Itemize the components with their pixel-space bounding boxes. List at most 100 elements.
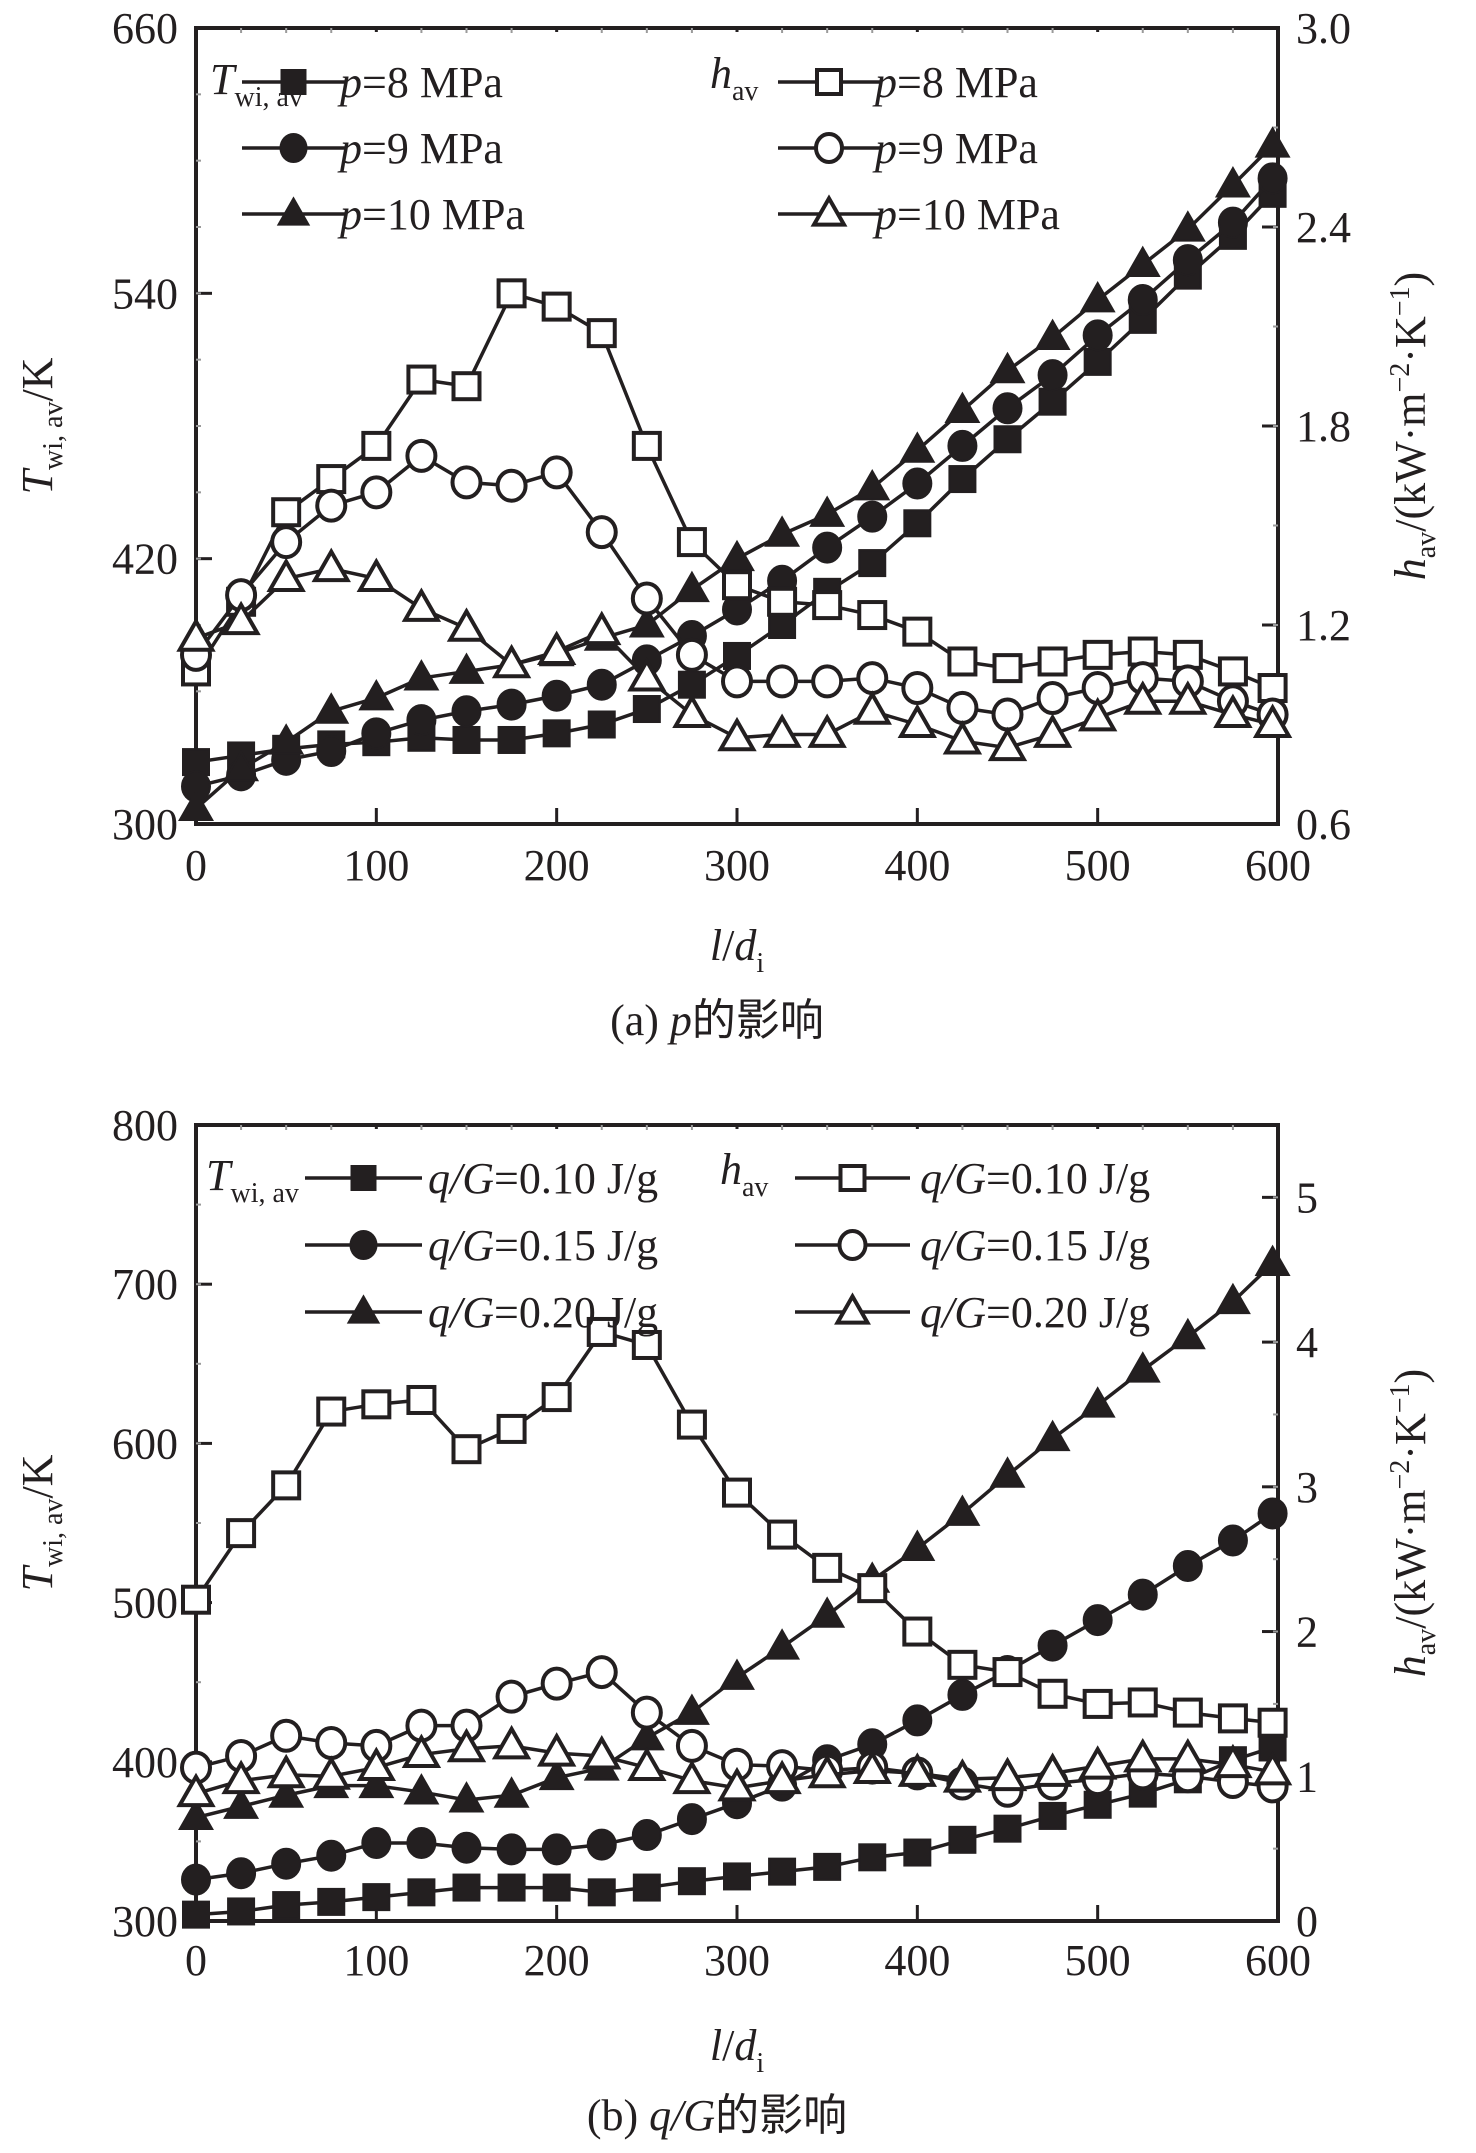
data-point xyxy=(897,703,938,738)
data-point xyxy=(446,1727,487,1763)
data-point xyxy=(631,1819,662,1852)
data-point xyxy=(899,1529,936,1561)
data-point xyxy=(1172,639,1203,670)
data-point xyxy=(540,1666,573,1701)
data-point xyxy=(541,1833,572,1866)
data-point xyxy=(491,643,532,679)
data-point xyxy=(1083,347,1112,376)
data-point xyxy=(361,717,392,750)
legend-label: q/G=0.20 J/g xyxy=(920,1288,1150,1337)
data-point xyxy=(1217,656,1248,687)
data-point xyxy=(809,1596,846,1628)
data-point xyxy=(944,391,981,423)
data-point xyxy=(176,1772,216,1808)
data-point xyxy=(991,697,1024,732)
data-point xyxy=(762,713,802,748)
data-point xyxy=(405,438,438,473)
data-point xyxy=(451,695,482,728)
data-point xyxy=(723,1862,751,1891)
data-point xyxy=(897,1752,938,1787)
data-point xyxy=(497,725,526,754)
legend-marker-square xyxy=(350,1165,377,1191)
data-point xyxy=(182,1900,210,1929)
legend-marker-square xyxy=(815,68,843,96)
data-point xyxy=(271,1847,302,1880)
legend-left-title: Twi, av xyxy=(206,1151,299,1209)
legend-item-filled-circle: p=9 MPa xyxy=(242,124,503,173)
data-point xyxy=(406,704,437,737)
y-tick-label-left: 400 xyxy=(112,1738,178,1787)
data-point xyxy=(451,371,482,402)
data-point xyxy=(902,1704,933,1737)
legend-item-filled-square: q/G=0.10 J/g xyxy=(305,1154,658,1203)
data-point xyxy=(809,495,846,527)
data-point xyxy=(403,659,440,691)
data-point xyxy=(358,679,395,711)
x-tick-label: 300 xyxy=(704,1936,770,1985)
data-point xyxy=(316,735,347,768)
data-point xyxy=(993,1814,1022,1843)
x-tick-label: 100 xyxy=(343,1936,409,1985)
legend-right-title: hav xyxy=(720,1145,768,1203)
data-point xyxy=(266,1753,306,1789)
data-point xyxy=(311,1755,351,1790)
legend-marker-triangle xyxy=(276,196,311,226)
y-tick-label-left: 300 xyxy=(112,800,178,849)
data-point xyxy=(1077,696,1118,732)
data-point xyxy=(1213,1743,1253,1779)
data-point xyxy=(858,549,887,578)
legend-marker-circle xyxy=(349,1230,378,1260)
data-point xyxy=(361,1389,392,1420)
data-point xyxy=(1168,1737,1208,1773)
data-point xyxy=(673,1693,710,1725)
y-tick-label-right: 3 xyxy=(1296,1463,1318,1512)
series-filled-square xyxy=(182,1733,1287,1929)
legend-marker-square xyxy=(280,69,307,95)
data-point xyxy=(1079,281,1116,313)
data-point xyxy=(1123,680,1163,715)
legend-label: q/G=0.15 J/g xyxy=(428,1221,658,1270)
data-point xyxy=(491,1724,532,1760)
legend-right-title: hav xyxy=(710,49,758,107)
data-point xyxy=(496,1413,527,1444)
data-point xyxy=(903,1838,932,1867)
data-point xyxy=(541,291,572,322)
data-point xyxy=(852,690,892,725)
legend-item-open-square: q/G=0.10 J/g xyxy=(795,1154,1150,1203)
data-point xyxy=(315,1725,348,1760)
x-tick-label: 500 xyxy=(1065,841,1131,890)
data-point xyxy=(992,1657,1023,1688)
data-point xyxy=(181,1863,211,1896)
data-point xyxy=(541,1382,572,1413)
data-point xyxy=(812,590,843,621)
data-point xyxy=(497,1873,526,1902)
data-point xyxy=(221,600,261,636)
data-point xyxy=(316,464,347,495)
data-point xyxy=(176,617,216,652)
data-point xyxy=(1172,1549,1203,1582)
data-point xyxy=(766,664,799,699)
data-point xyxy=(496,688,527,721)
x-tick-label: 300 xyxy=(704,841,770,890)
data-point xyxy=(948,465,977,494)
data-point xyxy=(495,468,528,503)
data-point xyxy=(266,557,306,593)
legend-label: q/G=0.20 J/g xyxy=(428,1288,658,1337)
x-tick-label: 400 xyxy=(884,841,950,890)
data-point xyxy=(947,1649,978,1680)
data-point xyxy=(902,616,933,647)
x-tick-label: 500 xyxy=(1065,1936,1131,1985)
data-point xyxy=(270,1718,303,1753)
data-point xyxy=(627,1746,667,1782)
y-tick-label-left: 300 xyxy=(112,1897,178,1946)
data-point xyxy=(1127,1687,1158,1718)
data-point xyxy=(942,1758,983,1793)
data-point xyxy=(272,1891,301,1920)
data-point xyxy=(901,671,934,706)
data-point xyxy=(628,606,665,638)
legend-label: p=9 MPa xyxy=(872,124,1038,173)
data-point xyxy=(356,1746,397,1782)
data-point xyxy=(632,695,661,724)
data-point xyxy=(812,531,843,564)
y-axis-label-right: hav/(kW·m−2·K−1) xyxy=(1385,1369,1442,1677)
